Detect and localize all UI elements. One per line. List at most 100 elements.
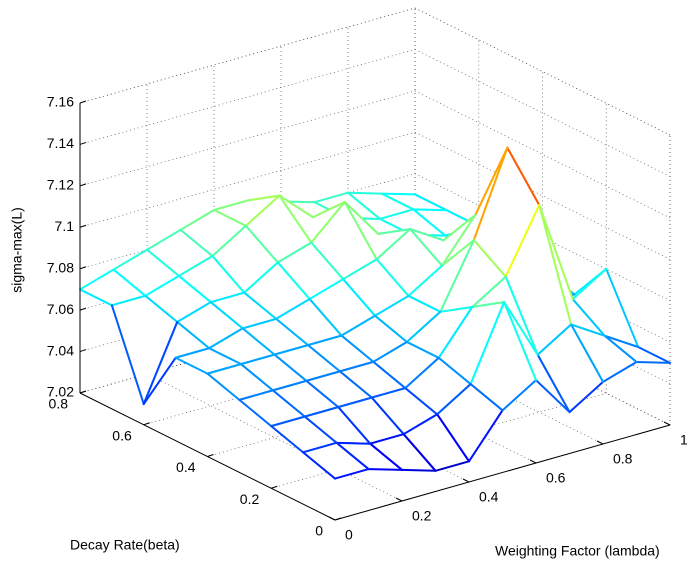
y-tick-label: 0.4 bbox=[176, 459, 196, 475]
mesh-edge bbox=[468, 409, 504, 463]
x-tick-label: 0.8 bbox=[613, 451, 633, 467]
mesh-edge bbox=[305, 379, 340, 409]
mesh-edge bbox=[436, 413, 470, 463]
mesh-edge bbox=[347, 191, 381, 220]
tick-mark bbox=[529, 459, 537, 464]
mesh-edge bbox=[303, 406, 340, 418]
mesh-edge bbox=[337, 406, 372, 445]
mesh-edge bbox=[404, 387, 439, 416]
mesh-edge bbox=[177, 274, 212, 304]
mesh-face bbox=[279, 195, 345, 243]
mesh-face bbox=[210, 292, 277, 329]
mesh-edge bbox=[535, 379, 571, 414]
mesh-edge bbox=[437, 356, 472, 386]
mesh-edge bbox=[503, 301, 537, 382]
mesh-edge bbox=[442, 213, 477, 242]
mesh-edge bbox=[407, 294, 442, 313]
tick-mark bbox=[395, 497, 403, 502]
z-tick-label: 7.12 bbox=[47, 177, 74, 193]
mesh-edge bbox=[375, 258, 410, 297]
mesh-edge bbox=[506, 146, 541, 207]
mesh-edge bbox=[347, 191, 383, 195]
y-axis-label: Decay Rate(beta) bbox=[70, 537, 180, 553]
mesh-edge bbox=[310, 241, 345, 281]
mesh-face bbox=[147, 229, 213, 276]
mesh-edge bbox=[278, 194, 313, 244]
mesh-edge bbox=[338, 360, 375, 373]
tick-mark bbox=[596, 440, 604, 445]
mesh-edge bbox=[142, 321, 179, 406]
x-tick-label: 0.2 bbox=[412, 508, 432, 524]
mesh-face bbox=[473, 147, 540, 277]
mesh-edge bbox=[412, 208, 448, 212]
mesh-face bbox=[370, 434, 436, 471]
mesh-edge bbox=[144, 274, 180, 297]
mesh-edge bbox=[275, 298, 311, 320]
mesh-face bbox=[411, 234, 478, 252]
y-tick-label: 0.2 bbox=[240, 491, 260, 507]
mesh-face bbox=[438, 302, 505, 385]
mesh-edge bbox=[112, 248, 148, 271]
mesh-edge bbox=[414, 193, 448, 212]
mesh-edge bbox=[276, 261, 311, 301]
mesh-edge bbox=[273, 344, 309, 356]
mesh-face bbox=[571, 324, 637, 382]
tick-mark bbox=[79, 183, 87, 187]
tick-mark bbox=[334, 517, 342, 521]
mesh-edge bbox=[402, 433, 437, 472]
mesh-edge bbox=[570, 323, 604, 383]
mesh-face bbox=[178, 256, 245, 303]
tick-mark bbox=[79, 141, 87, 145]
mesh-edge bbox=[271, 379, 308, 392]
mesh-edge bbox=[472, 239, 507, 278]
mesh-edge bbox=[436, 383, 472, 416]
mesh-edge bbox=[434, 460, 470, 472]
mesh-edge bbox=[270, 425, 305, 454]
mesh-edge bbox=[177, 255, 214, 277]
mesh-edge bbox=[472, 146, 509, 242]
mesh-face bbox=[379, 209, 446, 236]
mesh-edge bbox=[378, 208, 415, 220]
mesh-edge bbox=[174, 347, 211, 359]
mesh-edge bbox=[605, 267, 640, 348]
mesh-edge bbox=[241, 317, 278, 330]
mesh-face bbox=[308, 335, 374, 372]
mesh-edge bbox=[571, 267, 608, 301]
x-tick-label: 0 bbox=[345, 527, 353, 543]
mesh-face bbox=[373, 342, 439, 389]
mesh-edge bbox=[146, 228, 182, 251]
mesh-edge bbox=[342, 278, 376, 317]
mesh-edge bbox=[213, 199, 249, 211]
mesh-edge bbox=[571, 298, 606, 337]
mesh-edge bbox=[208, 327, 244, 350]
z-tick-label: 7.04 bbox=[47, 342, 74, 358]
mesh-edge bbox=[302, 451, 336, 480]
z-tick-label: 7.1 bbox=[55, 218, 75, 234]
mesh-face bbox=[405, 357, 471, 415]
tick-mark bbox=[143, 422, 150, 426]
tick-mark bbox=[207, 454, 214, 457]
mesh-edge bbox=[374, 294, 410, 317]
mesh-edge bbox=[405, 310, 442, 344]
mesh-edge bbox=[179, 209, 215, 231]
grid-line bbox=[79, 90, 416, 187]
mesh-edge bbox=[409, 228, 445, 242]
mesh-edge bbox=[338, 370, 373, 399]
mesh-face bbox=[277, 242, 344, 300]
mesh-edge bbox=[439, 239, 475, 313]
x-tick-label: 0.4 bbox=[479, 489, 499, 505]
y-tick-label: 0.6 bbox=[112, 427, 132, 443]
mesh-edge bbox=[337, 396, 373, 409]
mesh-edge bbox=[603, 334, 640, 348]
mesh-face bbox=[180, 210, 246, 257]
z-axis-label: sigma-max(L) bbox=[9, 207, 25, 293]
mesh-edge bbox=[370, 387, 407, 399]
mesh-edge bbox=[211, 224, 247, 258]
mesh-face bbox=[304, 407, 371, 444]
mesh-face bbox=[408, 240, 474, 312]
mesh-face bbox=[113, 249, 179, 296]
mesh-edge bbox=[211, 255, 246, 294]
mesh-face bbox=[371, 388, 438, 435]
mesh-face bbox=[177, 302, 243, 349]
